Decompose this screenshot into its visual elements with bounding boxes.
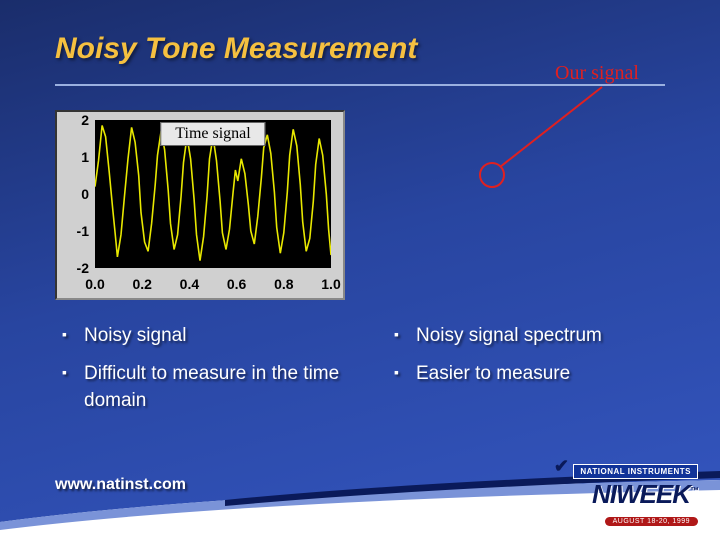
logo-date: AUGUST 18-20, 1999: [605, 517, 698, 526]
chart-plot-area: Time signal: [95, 120, 331, 268]
logo-niweek: NIWEEK™: [554, 479, 698, 510]
x-tick: 1.0: [321, 276, 340, 292]
y-tick: -2: [77, 260, 89, 276]
y-tick: 0: [81, 186, 89, 202]
time-signal-chart: Time signal -2 -1 0 1 2 0.0 0.2 0.4 0.6 0.8 1.0: [55, 110, 345, 300]
x-tick: 0.4: [180, 276, 199, 292]
bullets-left: Noisy signal Difficult to measure in the …: [62, 322, 352, 425]
y-tick: 2: [81, 112, 89, 128]
x-tick: 0.6: [227, 276, 246, 292]
y-tick: -1: [77, 223, 89, 239]
bullets-right: Noisy signal spectrum Easier to measure: [394, 322, 684, 397]
x-tick: 0.2: [132, 276, 151, 292]
x-tick: 0.8: [274, 276, 293, 292]
list-item: Easier to measure: [394, 360, 684, 388]
y-tick: 1: [81, 149, 89, 165]
x-tick: 0.0: [85, 276, 104, 292]
list-item: Difficult to measure in the time domain: [62, 360, 352, 415]
chart-title: Time signal: [160, 122, 265, 146]
logo-eagle-icon: ✔: [554, 456, 569, 476]
annotation-label: Our signal: [555, 62, 639, 85]
logo-block: ✔ NATIONAL INSTRUMENTS NIWEEK™ AUGUST 18…: [554, 456, 698, 528]
logo-ni-small: NATIONAL INSTRUMENTS: [573, 464, 698, 479]
page-title: Noisy Tone Measurement: [55, 32, 417, 66]
list-item: Noisy signal spectrum: [394, 322, 684, 350]
list-item: Noisy signal: [62, 322, 352, 350]
